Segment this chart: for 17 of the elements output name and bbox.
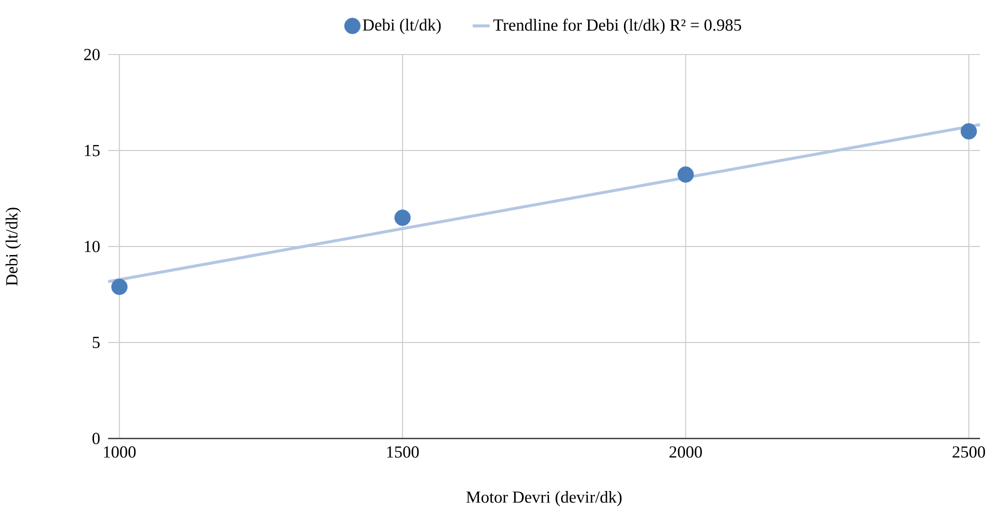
x-tick-label: 1000 bbox=[104, 446, 136, 458]
legend-label: Debi (lt/dk) bbox=[362, 18, 441, 34]
x-axis-title: Motor Devri (devir/dk) bbox=[466, 491, 622, 506]
y-tick-label: 10 bbox=[84, 240, 100, 252]
y-tick-label: 5 bbox=[92, 337, 100, 348]
point bbox=[678, 166, 694, 183]
x-tick-label: 2500 bbox=[952, 446, 986, 458]
y-tick-label: 0 bbox=[92, 432, 100, 444]
point bbox=[960, 123, 977, 140]
y-axis-title: Debi (lt/dk) bbox=[6, 208, 21, 286]
point bbox=[394, 210, 411, 226]
point bbox=[111, 278, 128, 296]
y-tick-label: 15 bbox=[84, 144, 100, 156]
legend-label: Trendline for Debi (lt/dk) R² = 0.985 bbox=[493, 18, 742, 34]
x-tick-label: 2000 bbox=[670, 446, 702, 458]
x-tick-label: 1500 bbox=[387, 446, 419, 458]
y-tick-label: 20 bbox=[84, 48, 100, 60]
